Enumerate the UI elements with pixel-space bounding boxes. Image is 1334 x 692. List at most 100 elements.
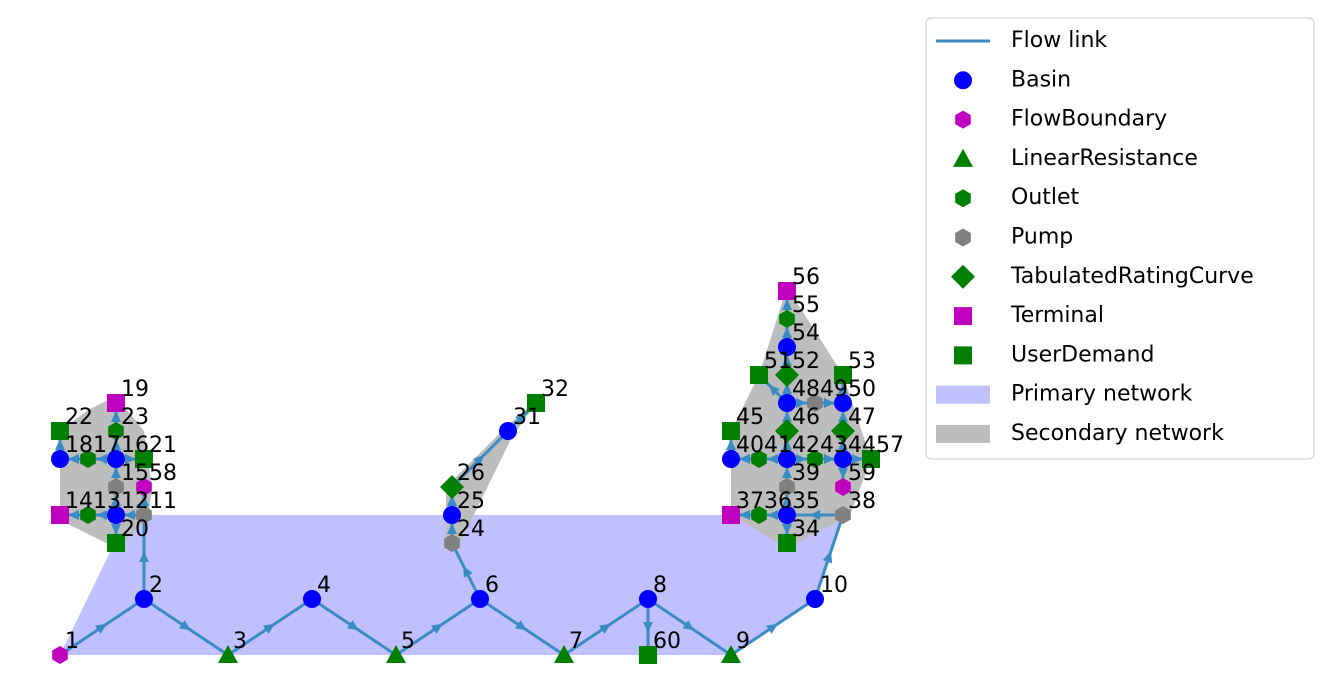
legend-marker [951,264,975,289]
node [136,506,152,524]
flow-arrow [68,510,79,520]
legend-label: Basin [1011,67,1071,92]
node [722,506,740,524]
node [722,422,740,440]
node-label: 5 [401,629,415,654]
legend-label: TabulatedRatingCurve [1010,264,1254,289]
node-label: 22 [65,405,93,430]
node [440,475,464,499]
node-label: 41 [764,433,792,458]
legend-label: Flow link [1011,28,1107,53]
flow-arrow [179,620,191,631]
flow-arrow [838,383,848,394]
legend-marker [955,228,971,247]
legend-label: Terminal [1010,303,1104,328]
flow-arrow [838,439,848,450]
node [721,645,741,663]
node-label: 26 [457,461,485,486]
flow-arrow [852,454,863,464]
node-label: 10 [820,573,848,598]
flow-arrow [782,299,792,310]
flow-arrow [111,439,121,450]
node [639,590,657,608]
flow-arrow [95,623,107,634]
node [527,394,545,412]
flow-arrow [782,327,792,338]
flow-arrow [682,620,695,631]
flow-arrow [782,467,792,478]
node-label: 44 [848,433,876,458]
node-label: 12 [121,489,149,514]
node-label: 4 [317,573,331,598]
flow-arrow [347,620,359,631]
node [750,366,768,384]
node [444,534,460,552]
node-label: 23 [121,405,149,430]
node [51,450,69,468]
node-label: 17 [93,433,121,458]
node-label: 32 [541,377,569,402]
node-label: 48 [792,377,820,402]
node [303,590,321,608]
node [52,646,68,664]
node [80,450,96,468]
node-label: 42 [792,433,820,458]
node-label: 52 [792,349,820,374]
node-label: 35 [792,489,820,514]
flow-arrow [809,510,820,520]
flow-arrow [766,623,778,634]
flow-arrow [111,411,121,422]
node [135,590,153,608]
node-label: 15 [121,461,149,486]
node [807,394,823,412]
flow-arrow [111,467,121,478]
node-label: 6 [485,573,499,598]
node [834,450,852,468]
node-label: 55 [792,293,820,318]
node [80,506,96,524]
node [835,506,851,524]
node-label: 14 [65,489,93,514]
flow-arrow [782,355,792,366]
legend-marker [953,148,973,167]
flow-arrow [782,524,792,535]
node [499,422,517,440]
node-label: 53 [848,349,876,374]
flow-arrow [767,454,778,464]
legend-label: Primary network [1011,382,1193,407]
node [386,645,406,663]
node-label: 36 [764,489,792,514]
flow-arrow [447,523,457,534]
node [639,646,657,664]
node-label: 43 [820,433,848,458]
node [862,450,880,468]
legend-marker [954,307,972,326]
node [135,450,153,468]
node [778,506,796,524]
node-label: 58 [149,461,177,486]
node-label: 19 [121,377,149,402]
node [834,394,852,412]
node [807,450,823,468]
node-label: 21 [149,433,177,458]
node-label: 46 [792,405,820,430]
node [835,478,851,496]
node [218,645,238,663]
legend-label: LinearResistance [1011,146,1198,171]
flow-links [55,291,871,657]
node [751,506,767,524]
node-label: 9 [736,629,750,654]
flow-arrow [111,524,121,535]
node-label: 49 [820,377,848,402]
node-label: 1 [65,629,79,654]
node-label: 40 [736,433,764,458]
node-label: 54 [792,321,820,346]
flow-arrow [796,454,807,464]
node [108,478,124,496]
node [775,419,799,443]
node-label: 7 [569,629,583,654]
node [51,506,69,524]
node [107,506,125,524]
